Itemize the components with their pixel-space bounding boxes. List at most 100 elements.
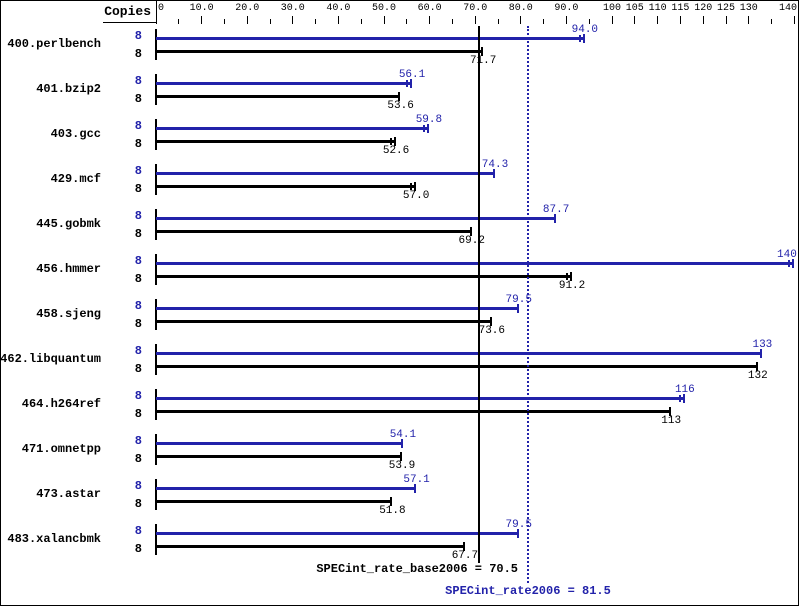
- peak-bar: [156, 217, 556, 220]
- peak-bar: [156, 352, 763, 355]
- axis-tick: [793, 16, 795, 24]
- benchmark-label: 456.hmmer: [36, 262, 101, 276]
- peak-bar-endcap: [516, 304, 519, 313]
- peak-value-label: 140: [777, 249, 797, 261]
- base-value-label: 53.6: [387, 100, 414, 112]
- base-bar: [156, 365, 758, 368]
- axis-tick: [520, 16, 522, 24]
- peak-bar: [156, 442, 403, 445]
- benchmark-label: 483.xalancbmk: [7, 532, 101, 546]
- base-copies-value: 8: [134, 182, 142, 196]
- axis-tick-label: 105: [625, 3, 644, 14]
- base-bar: [156, 320, 492, 323]
- axis-tick: [406, 19, 408, 24]
- peak-value-label: 79.5: [505, 519, 532, 531]
- axis-tick: [155, 16, 157, 24]
- axis-origin-separator: [156, 1, 157, 23]
- base-bar-error-tick: [389, 138, 392, 145]
- base-value-label: 67.7: [451, 550, 479, 562]
- peak-copies-value: 8: [134, 164, 142, 178]
- base-bar-endcap: [469, 227, 472, 236]
- base-bar: [156, 95, 401, 98]
- axis-tick-label: 70.0: [463, 3, 488, 14]
- base-bar-endcap: [489, 317, 492, 326]
- axis-tick-label: 130: [739, 3, 758, 14]
- base-value-label: 52.6: [382, 145, 410, 157]
- peak-bar: [156, 397, 685, 400]
- peak-copies-value: 8: [134, 254, 142, 268]
- axis-tick: [748, 16, 750, 24]
- base-copies-value: 8: [134, 317, 142, 331]
- peak-bar: [156, 307, 519, 310]
- axis-tick: [383, 16, 385, 24]
- axis-tick: [474, 16, 476, 24]
- base-bar-endcap: [669, 407, 672, 416]
- benchmark-label: 464.h264ref: [21, 397, 101, 411]
- benchmark-label: 473.astar: [36, 487, 101, 501]
- peak-bar: [156, 82, 412, 85]
- base-value-label: 71.7: [469, 55, 497, 67]
- axis-tick: [679, 16, 681, 24]
- axis-tick: [223, 19, 225, 24]
- peak-bar-endcap: [792, 259, 795, 268]
- peak-mean-reference-line: [527, 26, 529, 583]
- peak-bar-endcap: [426, 124, 429, 133]
- group-axis-bracket: [155, 299, 157, 330]
- axis-tick-label: 60.0: [417, 3, 442, 14]
- peak-copies-value: 8: [134, 119, 142, 133]
- peak-bar: [156, 172, 495, 175]
- axis-tick-label: 20.0: [235, 3, 260, 14]
- axis-tick-label: 140: [779, 3, 798, 14]
- base-bar: [156, 275, 572, 278]
- axis-tick: [451, 19, 453, 24]
- axis-tick: [269, 19, 271, 24]
- copies-header-underline: [103, 22, 157, 23]
- peak-copies-value: 8: [134, 434, 142, 448]
- peak-copies-value: 8: [134, 524, 142, 538]
- base-mean-annotation: SPECint_rate_base2006 = 70.5: [316, 562, 518, 576]
- base-bar-endcap: [399, 452, 402, 461]
- copies-header: Copies: [104, 4, 151, 19]
- benchmark-label: 462.libquantum: [0, 352, 101, 366]
- axis-tick-label: 110: [648, 3, 667, 14]
- axis-tick-label: 30.0: [280, 3, 305, 14]
- base-value-label: 57.0: [402, 190, 430, 202]
- group-axis-bracket: [155, 164, 157, 195]
- peak-copies-value: 8: [134, 389, 142, 403]
- axis-tick: [611, 16, 613, 24]
- peak-bar-endcap: [553, 214, 556, 223]
- benchmark-label: 458.sjeng: [36, 307, 101, 321]
- axis-tick: [178, 19, 180, 24]
- benchmark-label: 401.bzip2: [36, 82, 101, 96]
- axis-tick-label: 120: [694, 3, 713, 14]
- peak-value-label: 87.7: [542, 204, 570, 216]
- base-value-label: 113: [661, 415, 682, 427]
- base-value-label: 73.6: [478, 325, 506, 337]
- peak-value-label: 94.0: [571, 24, 599, 36]
- base-copies-value: 8: [134, 362, 142, 376]
- axis-tick: [429, 16, 431, 24]
- peak-copies-value: 8: [134, 299, 142, 313]
- benchmark-label: 403.gcc: [50, 127, 101, 141]
- peak-bar-error-tick: [422, 125, 425, 132]
- group-axis-bracket: [155, 254, 157, 285]
- axis-tick: [634, 16, 636, 24]
- peak-value-label: 116: [674, 384, 695, 396]
- axis-tick-label: 90.0: [554, 3, 579, 14]
- base-copies-value: 8: [134, 452, 142, 466]
- base-bar: [156, 140, 396, 143]
- base-copies-value: 8: [134, 497, 142, 511]
- group-axis-bracket: [155, 389, 157, 420]
- peak-value-label: 56.1: [398, 69, 426, 81]
- benchmark-label: 471.omnetpp: [21, 442, 101, 456]
- peak-bar-endcap: [516, 529, 519, 538]
- axis-tick-label: 50.0: [372, 3, 397, 14]
- base-value-label: 69.2: [458, 235, 485, 247]
- axis-tick-label: 80.0: [508, 3, 533, 14]
- axis-tick: [315, 19, 317, 24]
- base-bar: [156, 230, 472, 233]
- axis-tick: [360, 19, 362, 24]
- base-copies-value: 8: [134, 272, 142, 286]
- axis-tick: [657, 16, 659, 24]
- peak-copies-value: 8: [134, 209, 142, 223]
